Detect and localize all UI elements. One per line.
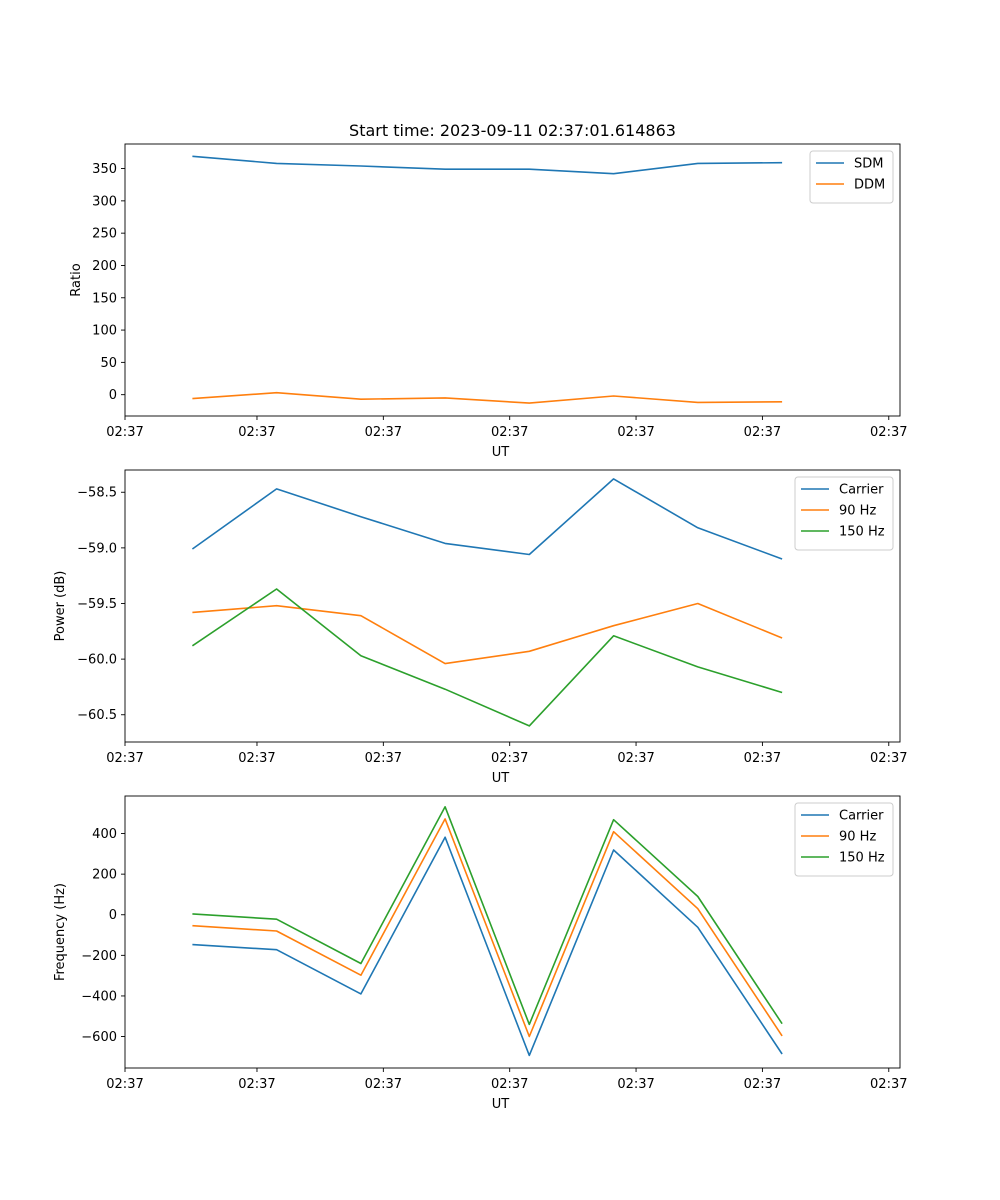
ratio-y-tick-label: 200 <box>92 259 117 274</box>
frequency-x-tick-label: 02:37 <box>238 1077 275 1092</box>
ratio-y-tick-label: 0 <box>109 388 117 403</box>
power-y-tick-label: −58.5 <box>77 486 117 501</box>
power-y-tick-label: −59.0 <box>77 541 117 556</box>
power-x-axis-label: UT <box>492 771 510 786</box>
power-legend-label: 150 Hz <box>839 525 885 540</box>
power-x-tick-label: 02:37 <box>491 751 528 766</box>
ratio-y-tick-label: 150 <box>92 291 117 306</box>
frequency-legend-label: 150 Hz <box>839 851 885 866</box>
frequency-y-tick-label: 400 <box>92 827 117 842</box>
power-legend-label: 90 Hz <box>839 504 876 519</box>
power-x-tick-label: 02:37 <box>744 751 781 766</box>
ratio-y-tick-label: 350 <box>92 162 117 177</box>
ratio-series-ddm-line <box>192 391 783 404</box>
ratio-x-tick-label: 02:37 <box>491 425 528 440</box>
frequency-series-carrier-line <box>192 836 783 1057</box>
frequency-legend-label: Carrier <box>839 809 884 824</box>
panel-frequency: 02:37 02:37 02:37 02:37 02:37 02:37 02:37 400 20… <box>53 795 908 1112</box>
ratio-x-tick-label: 02:37 <box>106 425 143 440</box>
ratio-x-tick-label: 02:37 <box>238 425 275 440</box>
power-series-carrier-line <box>191 478 783 560</box>
frequency-x-axis-label: UT <box>492 1097 510 1112</box>
ratio-x-tick-label: 02:37 <box>744 425 781 440</box>
frequency-x-tick-label: 02:37 <box>617 1077 654 1092</box>
power-series-90-hz-line <box>192 602 783 665</box>
power-legend-label: Carrier <box>839 483 884 498</box>
ratio-y-tick-label: 100 <box>92 324 117 339</box>
power-axes-frame <box>124 469 901 743</box>
power-y-tick-label: −60.0 <box>77 653 117 668</box>
frequency-y-tick-label: −200 <box>81 949 117 964</box>
frequency-x-tick-label: 02:37 <box>744 1077 781 1092</box>
ratio-y-axis-label: Ratio <box>69 263 84 296</box>
frequency-y-tick-label: −400 <box>81 989 117 1004</box>
ratio-x-tick-label: 02:37 <box>617 425 654 440</box>
panel-ratio: 02:37 02:37 02:37 02:37 02:37 02:37 02:37 0 50 10… <box>69 143 908 460</box>
frequency-series-90-hz-line <box>192 818 783 1038</box>
ratio-legend-label: SDM <box>854 157 883 172</box>
ratio-x-tick-label: 02:37 <box>870 425 907 440</box>
power-x-tick-label: 02:37 <box>365 751 402 766</box>
power-x-tick-label: 02:37 <box>617 751 654 766</box>
ratio-axes-frame <box>124 143 901 417</box>
frequency-y-tick-label: −600 <box>81 1030 117 1045</box>
ratio-x-tick-label: 02:37 <box>365 425 402 440</box>
power-y-tick-label: −59.5 <box>77 597 117 612</box>
frequency-x-tick-label: 02:37 <box>365 1077 402 1092</box>
power-y-tick-label: −60.5 <box>77 708 117 723</box>
ratio-series-sdm-line <box>192 155 783 175</box>
power-series-150-hz-line <box>191 588 783 727</box>
ratio-legend-label: DDM <box>854 178 885 193</box>
power-x-tick-label: 02:37 <box>870 751 907 766</box>
frequency-y-tick-label: 0 <box>109 908 117 923</box>
panel-power: 02:37 02:37 02:37 02:37 02:37 02:37 02:37 −58.5… <box>53 469 908 786</box>
frequency-y-tick-label: 200 <box>92 868 117 883</box>
frequency-legend-label: 90 Hz <box>839 830 876 845</box>
ratio-x-axis-label: UT <box>492 445 510 460</box>
frequency-series-150-hz-line <box>192 805 783 1026</box>
frequency-x-tick-label: 02:37 <box>870 1077 907 1092</box>
frequency-x-tick-label: 02:37 <box>106 1077 143 1092</box>
chart-title: Start time: 2023-09-11 02:37:01.614863 <box>349 121 676 140</box>
frequency-x-tick-label: 02:37 <box>491 1077 528 1092</box>
ratio-y-tick-label: 50 <box>100 356 117 371</box>
ratio-legend <box>809 150 894 204</box>
ratio-y-tick-label: 250 <box>92 227 117 242</box>
ratio-y-tick-label: 300 <box>92 194 117 209</box>
frequency-axes-frame <box>124 795 901 1069</box>
power-x-tick-label: 02:37 <box>106 751 143 766</box>
power-y-axis-label: Power (dB) <box>53 571 68 642</box>
power-x-tick-label: 02:37 <box>238 751 275 766</box>
frequency-y-axis-label: Frequency (Hz) <box>53 883 68 981</box>
